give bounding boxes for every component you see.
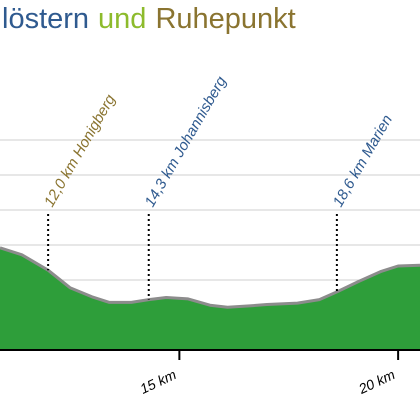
area [0, 247, 420, 350]
title-part: und [98, 3, 146, 35]
annotation-label: 12,0 km Honigberg [41, 91, 119, 210]
annotation-label: 18,6 km Marien [330, 112, 396, 210]
x-tick-label: 20 km [355, 366, 398, 397]
title-part: löstern [2, 3, 89, 35]
profile-line [0, 246, 420, 309]
chart-title: löstern und Ruhepunkt [2, 3, 296, 35]
title-part: Ruhepunkt [155, 3, 295, 35]
annotation-label: 14,3 km Johannisberg [141, 73, 230, 210]
x-tick-label: 15 km [137, 366, 179, 397]
